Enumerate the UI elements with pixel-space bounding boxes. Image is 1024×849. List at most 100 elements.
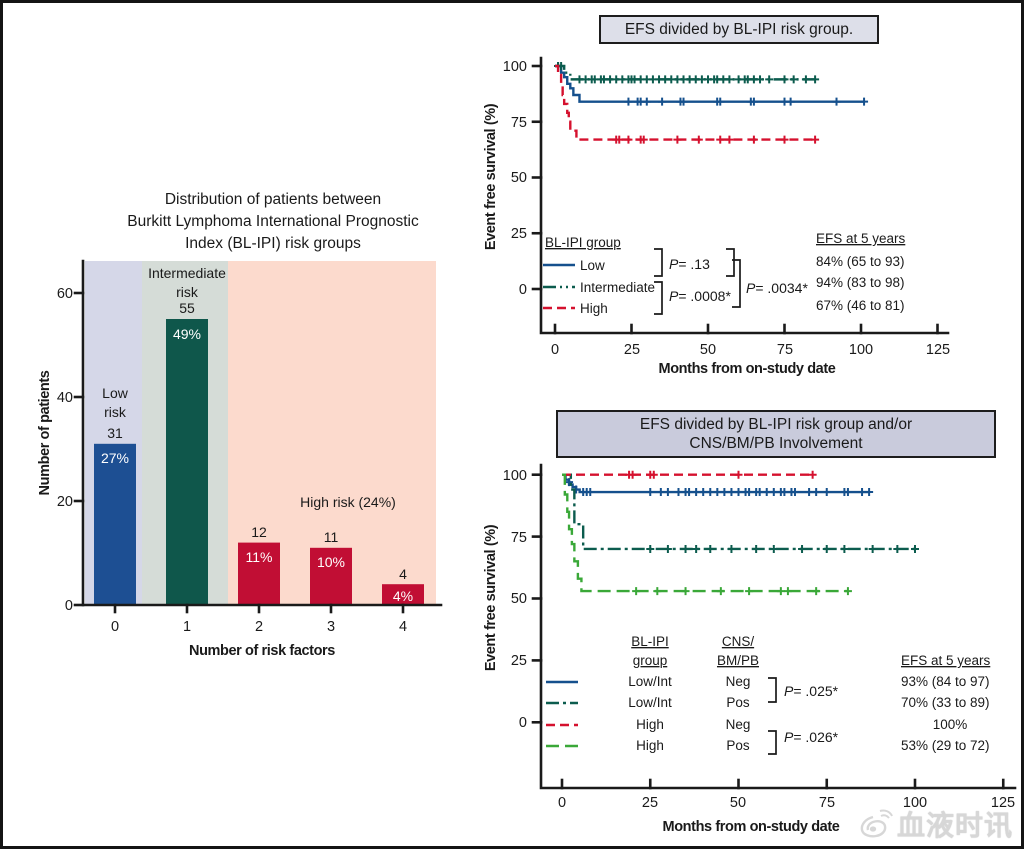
- bar-pct-label: 4%: [393, 588, 413, 604]
- x-tick-label: 25: [642, 795, 658, 811]
- p-value-overall: P= .0034*: [746, 280, 808, 296]
- y-axis-label: Event free survival (%): [483, 524, 499, 671]
- bar-chart: 0 20 40 60 0 1 2 3 4 Low risk Intermedia…: [37, 259, 443, 659]
- efs-value-low: 84% (65 to 93): [816, 254, 905, 269]
- efs-value-high: 67% (46 to 81): [816, 298, 905, 313]
- km-top-title: EFS divided by BL-IPI risk group.: [624, 21, 854, 38]
- x-tick-label: 3: [327, 619, 335, 635]
- km-bottom-plot-area: [531, 463, 1017, 790]
- bar-pct-label: 27%: [101, 450, 129, 466]
- x-axis-label: Months from on-study date: [663, 819, 840, 835]
- bar-pct-label: 49%: [173, 326, 201, 342]
- x-tick-label: 2: [255, 619, 263, 635]
- y-tick-label: 0: [65, 598, 73, 614]
- legend-cns-pos: Pos: [726, 738, 750, 753]
- y-tick-label: 20: [57, 494, 73, 510]
- x-tick-label: 0: [111, 619, 119, 635]
- x-axis-label: Months from on-study date: [659, 361, 836, 377]
- bar-plot-area: [73, 259, 443, 614]
- y-tick-label: 0: [519, 282, 527, 298]
- x-tick-label: 4: [399, 619, 407, 635]
- bar-count-label: 12: [251, 524, 267, 540]
- legend-group-high-neg: High: [636, 717, 664, 732]
- x-tick-label: 0: [558, 795, 566, 811]
- km-top-chart: 100 75 50 25 0 0 25 50 75 100 125 Months…: [483, 56, 950, 377]
- p-value-high: P= .026*: [784, 729, 839, 745]
- y-tick-label: 25: [511, 226, 527, 242]
- y-axis-label: Number of patients: [37, 370, 53, 495]
- legend-group-lowint-neg: Low/Int: [628, 674, 672, 689]
- x-tick-label: 50: [700, 342, 716, 358]
- legend-header-group: group: [633, 653, 668, 668]
- legend-title: BL-IPI group: [545, 235, 621, 250]
- x-tick-label: 125: [926, 342, 950, 358]
- legend-header-cns: BM/PB: [717, 653, 759, 668]
- bar-chart-title-line3: Index (BL-IPI) risk groups: [185, 235, 361, 252]
- y-tick-label: 100: [503, 59, 527, 75]
- bar-count-label: 31: [107, 425, 123, 441]
- band-label-intermediate: risk: [176, 284, 199, 300]
- watermark: 血液时讯: [859, 804, 1013, 844]
- efs-value-lowint-neg: 93% (84 to 97): [901, 674, 990, 689]
- band-label-high: High risk (24%): [300, 494, 396, 510]
- bar-count-label: 55: [179, 300, 195, 316]
- bar-pct-label: 11%: [246, 549, 273, 565]
- km-top-title-box: EFS divided by BL-IPI risk group.: [599, 15, 879, 44]
- km-bottom-title-line2: CNS/BM/PB Involvement: [689, 435, 863, 452]
- km-bottom-title-line1: EFS divided by BL-IPI risk group and/or: [639, 416, 913, 433]
- legend-cns-pos: Pos: [726, 695, 750, 710]
- y-tick-label: 75: [511, 530, 527, 546]
- legend-item-low: Low: [580, 258, 605, 273]
- km-bottom-chart: 100 75 50 25 0 0 25 50 75 100 125 Months…: [483, 463, 1017, 835]
- bar-count-label: 11: [324, 529, 339, 545]
- p-value-low-vs-int: P= .13: [669, 256, 710, 272]
- km-top-plot-area: [531, 56, 950, 335]
- x-tick-label: 50: [730, 795, 746, 811]
- x-axis-label: Number of risk factors: [189, 643, 335, 659]
- legend-header-cns: CNS/: [722, 634, 755, 649]
- y-tick-label: 40: [57, 390, 73, 406]
- band-label-low: Low: [102, 385, 129, 401]
- x-tick-label: 25: [624, 342, 640, 358]
- band-label-low: risk: [104, 404, 127, 420]
- x-tick-label: 75: [819, 795, 835, 811]
- legend-item-high: High: [580, 301, 608, 316]
- y-axis-label: Event free survival (%): [483, 103, 499, 250]
- legend-header-group: BL-IPI: [631, 634, 669, 649]
- efs-value-high-neg: 100%: [933, 717, 968, 732]
- efs-value-high-pos: 53% (29 to 72): [901, 738, 990, 753]
- weibo-icon: [860, 809, 893, 838]
- y-tick-label: 100: [503, 468, 527, 484]
- y-tick-label: 75: [511, 115, 527, 131]
- x-tick-label: 100: [849, 342, 873, 358]
- x-tick-label: 100: [903, 795, 927, 811]
- bar-count-label: 4: [399, 566, 407, 582]
- legend-cns-neg: Neg: [726, 674, 751, 689]
- legend-item-intermediate: Intermediate: [580, 280, 655, 295]
- y-tick-label: 0: [519, 715, 527, 731]
- efs-header: EFS at 5 years: [901, 653, 991, 668]
- y-tick-label: 60: [57, 286, 73, 302]
- bar-pct-label: 10%: [317, 554, 345, 570]
- bar-chart-title-line2: Burkitt Lymphoma International Prognosti…: [127, 213, 419, 230]
- y-tick-label: 25: [511, 653, 527, 669]
- x-tick-label: 1: [183, 619, 191, 635]
- bar-chart-title: Distribution of patients between Burkitt…: [63, 189, 483, 255]
- legend-group-lowint-pos: Low/Int: [628, 695, 672, 710]
- efs-header: EFS at 5 years: [816, 231, 906, 246]
- band-label-intermediate: Intermediate: [148, 265, 226, 281]
- x-tick-label: 0: [551, 342, 559, 358]
- p-value-lowint: P= .025*: [784, 683, 839, 699]
- p-value-int-vs-high: P= .0008*: [669, 288, 731, 304]
- efs-value-lowint-pos: 70% (33 to 89): [901, 695, 990, 710]
- y-tick-label: 50: [511, 170, 527, 186]
- x-tick-label: 75: [777, 342, 793, 358]
- km-bottom-title-box: EFS divided by BL-IPI risk group and/or …: [556, 410, 996, 458]
- y-tick-label: 50: [511, 591, 527, 607]
- x-tick-label: 125: [991, 795, 1015, 811]
- efs-value-intermediate: 94% (83 to 98): [816, 275, 905, 290]
- legend-group-high-pos: High: [636, 738, 664, 753]
- watermark-text: 血液时讯: [896, 810, 1013, 841]
- bar-chart-title-line1: Distribution of patients between: [164, 191, 382, 208]
